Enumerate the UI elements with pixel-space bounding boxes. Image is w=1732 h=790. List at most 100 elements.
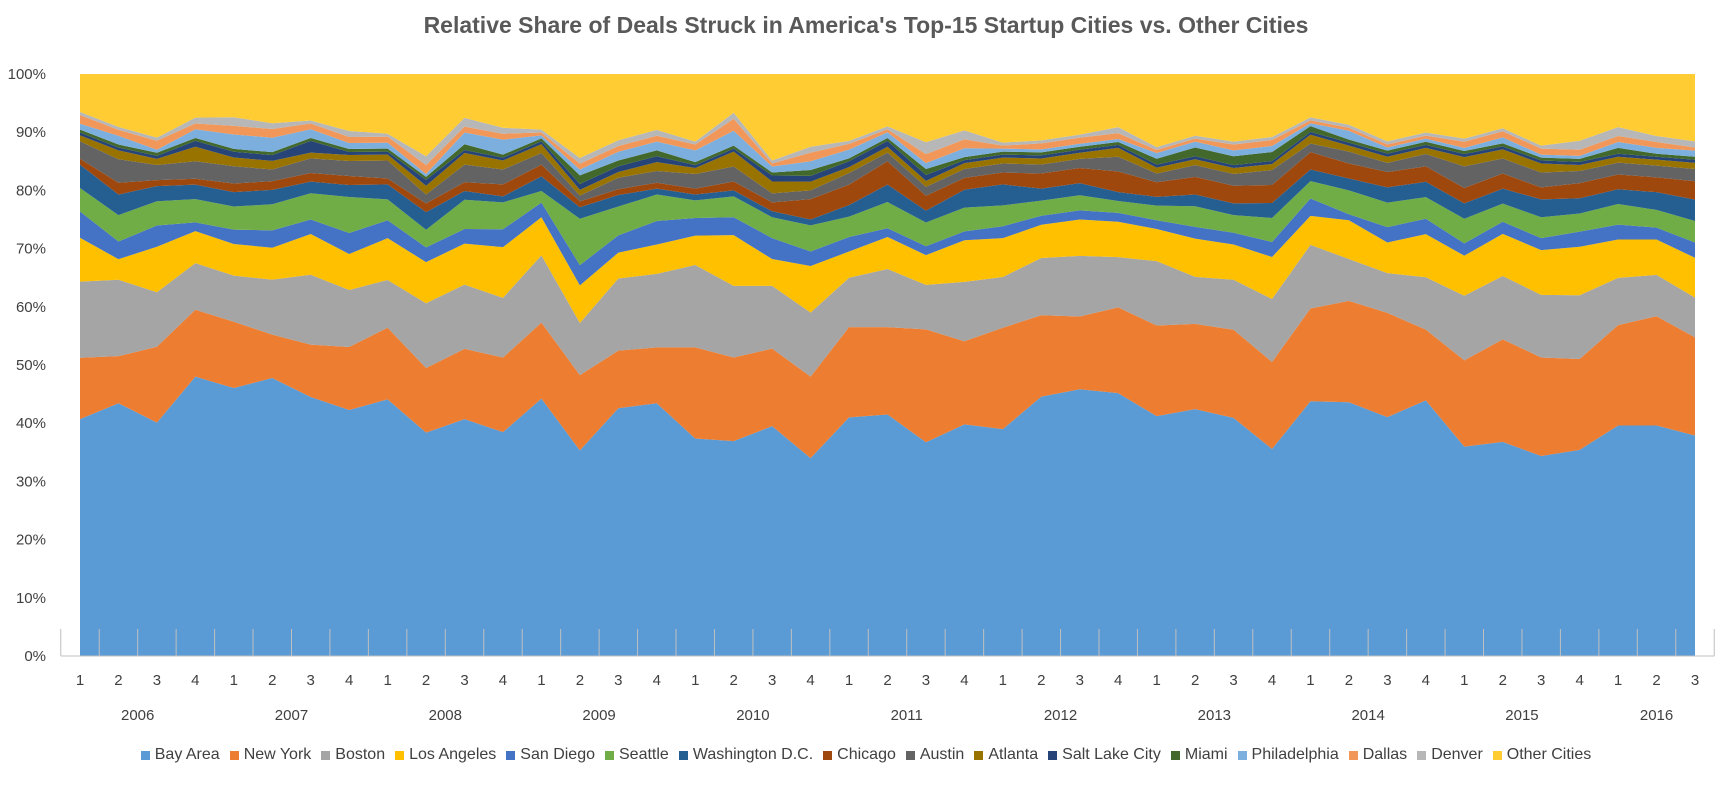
x-tick-label: 3 [460, 672, 468, 689]
legend-label: New York [243, 746, 312, 763]
year-label: 2006 [121, 707, 154, 724]
year-label: 2015 [1505, 707, 1538, 724]
legend-swatch [1048, 750, 1058, 760]
x-tick-label: 4 [1268, 672, 1276, 689]
x-tick-label: 4 [1422, 672, 1430, 689]
legend-item-chicago: Chicago [823, 746, 896, 764]
x-tick-label: 1 [76, 672, 84, 689]
series-area-san-diego [80, 198, 1695, 286]
year-label: 2010 [736, 707, 769, 724]
y-tick-label: 100% [8, 66, 46, 83]
x-tick-label: 3 [922, 672, 930, 689]
y-tick-label: 80% [16, 182, 46, 199]
y-tick-label: 30% [16, 473, 46, 490]
series-area-other-cities [80, 74, 1695, 161]
legend-item-philadelphia: Philadelphia [1237, 746, 1339, 764]
y-axis: 0% 10% 20% 30% 40% 50% 60% 70% 80% 90% 100% [8, 66, 46, 665]
x-tick-label: 4 [345, 672, 353, 689]
legend-swatch [321, 750, 331, 760]
x-tick-label: 2 [1037, 672, 1045, 689]
x-tick-label: 2 [730, 672, 738, 689]
series-area-miami [80, 126, 1695, 185]
x-tick-label: 4 [960, 672, 968, 689]
legend-swatch [1348, 750, 1358, 760]
series-area-boston [80, 244, 1695, 377]
legend-swatch [905, 750, 915, 760]
x-tick-label: 3 [1076, 672, 1084, 689]
series-area-chicago [80, 152, 1695, 220]
x-tick-label: 2 [1499, 672, 1507, 689]
legend-swatch [1170, 750, 1180, 760]
year-label: 2011 [891, 707, 923, 724]
legend-label: San Diego [520, 746, 595, 763]
legend-label: Austin [919, 746, 965, 763]
x-tick-label: 1 [383, 672, 391, 689]
series-area-atlanta [80, 134, 1695, 196]
legend-label: Boston [335, 746, 386, 763]
legend-label: Los Angeles [409, 746, 497, 763]
legend-item-dallas: Dallas [1348, 746, 1407, 764]
y-tick-label: 40% [16, 415, 46, 432]
legend-swatch [140, 750, 150, 760]
chart-legend: Bay Area New York Boston Los Angeles San Die… [0, 746, 1732, 764]
y-tick-label: 20% [16, 532, 46, 549]
x-tick-label: 2 [114, 672, 122, 689]
series-area-philadelphia [80, 123, 1695, 177]
legend-label: Salt Lake City [1062, 746, 1161, 763]
legend-swatch [1237, 750, 1247, 760]
x-tick-label: 1 [537, 672, 545, 689]
legend-item-san-diego: San Diego [506, 746, 595, 764]
y-tick-label: 60% [16, 299, 46, 316]
legend-item-denver: Denver [1417, 746, 1483, 764]
x-tick-label: 3 [768, 672, 776, 689]
legend-item-atlanta: Atlanta [974, 746, 1038, 764]
legend-item-seattle: Seattle [605, 746, 669, 764]
x-tick-label: 1 [1614, 672, 1622, 689]
legend-label: Denver [1431, 746, 1483, 763]
chart-title: Relative Share of Deals Struck in Americ… [423, 12, 1309, 38]
legend-swatch [229, 750, 239, 760]
legend-label: Miami [1184, 746, 1228, 763]
legend-swatch [506, 750, 516, 760]
x-tick-label: 4 [1114, 672, 1122, 689]
legend-item-new-york: New York [229, 746, 312, 764]
series-area-new-york [80, 300, 1695, 459]
y-tick-label: 70% [16, 241, 46, 258]
x-tick-label: 3 [1537, 672, 1545, 689]
x-tick-label: 4 [499, 672, 507, 689]
series-area-washington-d-c [80, 164, 1695, 230]
legend-item-boston: Boston [321, 746, 385, 764]
year-label: 2008 [429, 707, 462, 724]
legend-label: Bay Area [154, 746, 220, 763]
year-label: 2016 [1640, 707, 1673, 724]
legend-swatch [823, 750, 833, 760]
legend-label: Other Cities [1506, 746, 1592, 763]
x-tick-label: 2 [268, 672, 276, 689]
legend-swatch [1492, 750, 1502, 760]
x-tick-label: 4 [191, 672, 199, 689]
x-tick-label: 3 [614, 672, 622, 689]
year-label: 2013 [1198, 707, 1231, 724]
year-label: 2009 [582, 707, 615, 724]
y-tick-label: 0% [24, 648, 46, 665]
legend-item-los-angeles: Los Angeles [395, 746, 496, 764]
x-tick-label: 1 [999, 672, 1007, 689]
x-tick-label: 1 [1152, 672, 1160, 689]
x-tick-label: 3 [1229, 672, 1237, 689]
x-tick-label: 3 [307, 672, 315, 689]
x-tick-label: 4 [806, 672, 814, 689]
x-tick-label: 2 [1191, 672, 1199, 689]
legend-label: Atlanta [988, 746, 1039, 763]
series-area-los-angeles [80, 215, 1695, 324]
year-label: 2012 [1044, 707, 1077, 724]
series-area-austin [80, 141, 1695, 204]
legend-swatch [605, 750, 614, 760]
year-label: 2014 [1351, 707, 1384, 724]
legend-swatch [974, 750, 984, 760]
legend-swatch [395, 750, 405, 760]
x-tick-label: 2 [1652, 672, 1660, 689]
legend-swatch [678, 750, 688, 760]
series-area-salt-lake-city [80, 131, 1695, 190]
series-area-bay-area [80, 376, 1695, 656]
